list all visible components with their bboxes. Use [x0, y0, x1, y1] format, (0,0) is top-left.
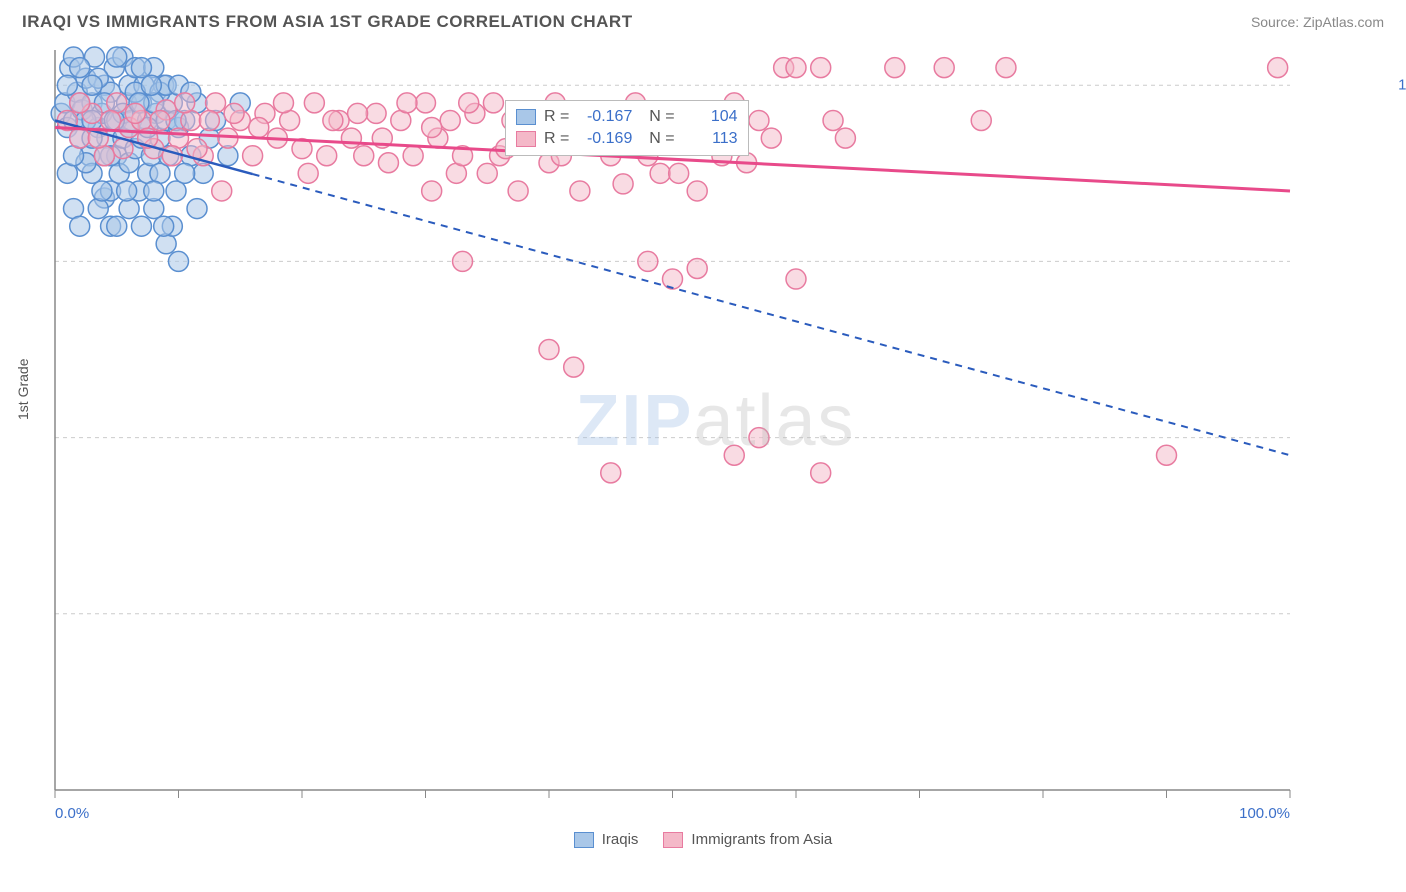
legend-row-asia: R = -0.169 N = 113	[516, 128, 738, 150]
legend-r-value: -0.167	[577, 108, 632, 126]
y-axis-label: 1st Grade	[15, 359, 31, 420]
legend-n-value: 113	[683, 130, 738, 148]
legend-series-label: Immigrants from Asia	[691, 831, 832, 848]
chart-source: Source: ZipAtlas.com	[1251, 14, 1384, 30]
bottom-legend-item: Immigrants from Asia	[663, 831, 832, 848]
scatter-chart	[50, 45, 1370, 805]
legend-swatch	[663, 832, 683, 848]
chart-area: ZIPatlas R =-0.167 N =104R =-0.169 N =11…	[50, 45, 1381, 805]
y-tick-label: 100.0%	[1398, 77, 1406, 94]
bottom-legend-item: Iraqis	[574, 831, 639, 848]
legend-swatch	[516, 109, 536, 125]
legend-row-iraqis: R = -0.167 N = 104	[516, 106, 738, 128]
legend-r-label: R =	[544, 108, 569, 126]
legend-n-label: N =	[640, 130, 674, 148]
chart-title: IRAQI VS IMMIGRANTS FROM ASIA 1ST GRADE …	[22, 12, 633, 32]
legend-r-value: -0.169	[577, 130, 632, 148]
chart-header: IRAQI VS IMMIGRANTS FROM ASIA 1ST GRADE …	[0, 0, 1406, 40]
legend-series-label: Iraqis	[602, 831, 639, 848]
legend-swatch	[574, 832, 594, 848]
x-tick-label: 100.0%	[1239, 805, 1290, 822]
correlation-legend: R = -0.167 N = 104 R = -0.169 N = 113	[505, 100, 749, 156]
x-tick-label: 0.0%	[55, 805, 89, 822]
legend-n-label: N =	[640, 108, 674, 126]
x-axis-tick-labels: 0.0% 100.0%	[50, 805, 1370, 825]
series-legend: Iraqis Immigrants from Asia	[0, 825, 1406, 848]
legend-swatch	[516, 131, 536, 147]
legend-r-label: R =	[544, 130, 569, 148]
legend-n-value: 104	[683, 108, 738, 126]
